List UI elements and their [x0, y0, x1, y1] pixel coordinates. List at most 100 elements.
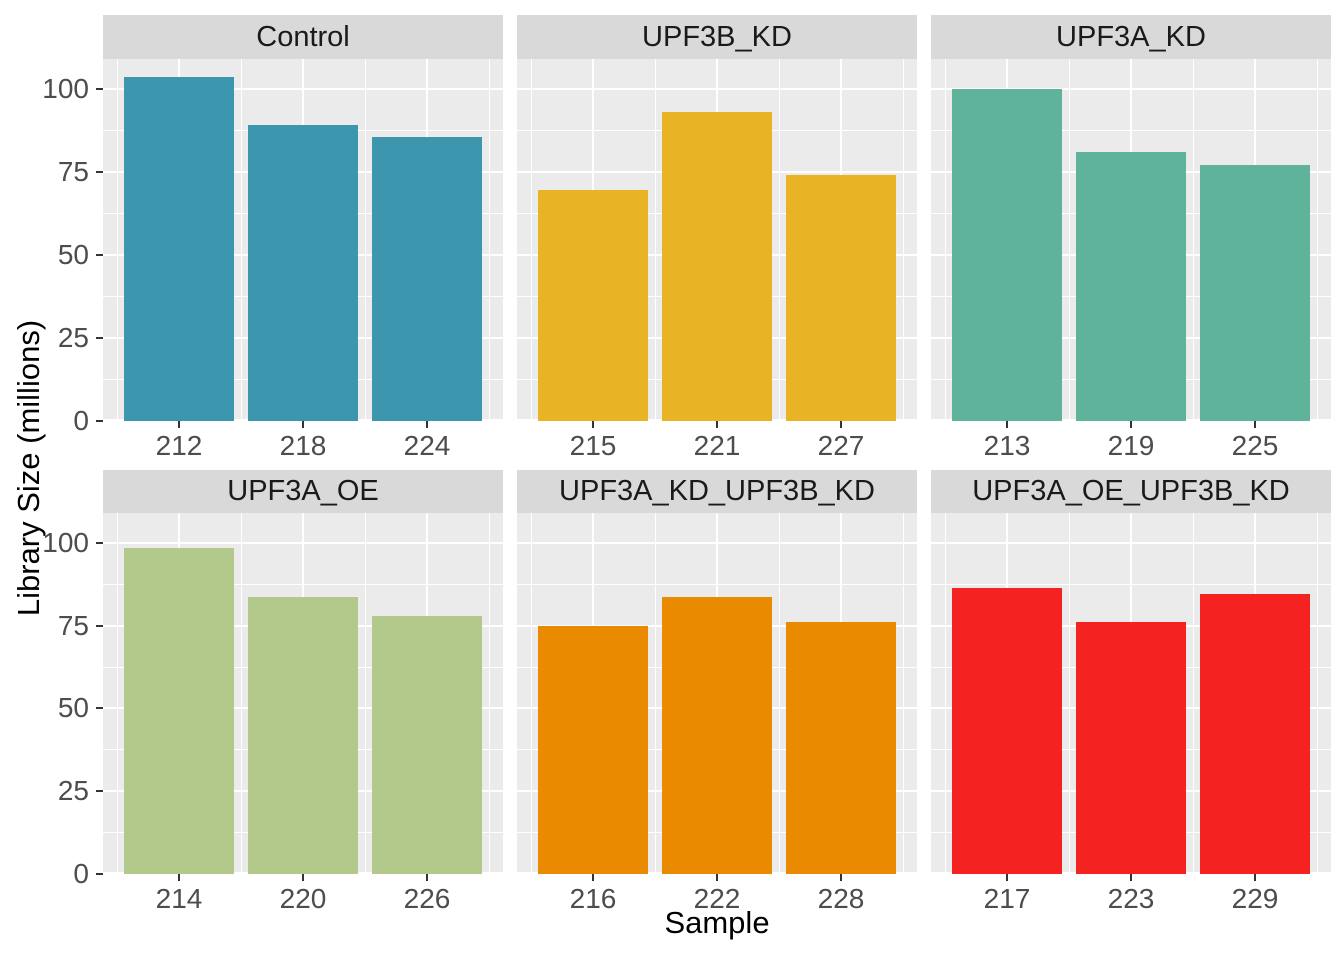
grid-minor-line-v [530, 513, 532, 874]
facet-strip-label: UPF3B_KD [642, 20, 792, 53]
x-axis-tick-label: 220 [279, 883, 327, 914]
facet-strip: Control [103, 15, 503, 59]
y-axis-tick [96, 253, 103, 256]
y-axis-tick-label: 25 [57, 775, 89, 807]
bar [372, 615, 482, 874]
facet-upf3b-kd: UPF3B_KD 215 221 227 [517, 15, 917, 463]
x-axis-tick [1130, 421, 1132, 428]
x-axis-tick [426, 874, 428, 881]
facet-panel [931, 513, 1331, 874]
facet-panel [103, 59, 503, 421]
grid-minor-line-v [1068, 59, 1070, 421]
grid-minor-line-v [654, 59, 656, 421]
bar [952, 88, 1062, 421]
grid-minor-line-v [944, 513, 946, 874]
facet-x-axis: 216 222 228 [517, 874, 917, 916]
grid-minor-line-v [488, 513, 490, 874]
y-axis-tick [96, 624, 103, 627]
facet-strip-label: UPF3A_OE_UPF3B_KD [972, 475, 1290, 507]
x-axis-tick [592, 874, 594, 881]
y-axis-tick-label: 75 [57, 609, 89, 641]
y-axis-tick-label: 100 [42, 72, 89, 104]
facet-panel [931, 59, 1331, 421]
bar [248, 597, 358, 874]
bar [1200, 594, 1310, 874]
y-axis-row1: 0 25 50 75 100 [0, 59, 103, 436]
y-axis-tick [96, 707, 103, 710]
facet-strip-label: UPF3A_OE [227, 475, 379, 507]
x-axis-tick [1254, 874, 1256, 881]
grid-minor-line-v [1192, 513, 1194, 874]
y-axis-tick-label: 50 [57, 238, 89, 270]
bar [1200, 165, 1310, 421]
x-axis-tick-label: 219 [1107, 430, 1155, 461]
bar [124, 77, 234, 421]
x-axis-tick [302, 421, 304, 428]
x-axis-tick-label: 212 [155, 430, 203, 461]
bar [662, 112, 772, 421]
grid-minor-line-v [1316, 59, 1318, 421]
facet-strip: UPF3A_OE [103, 470, 503, 513]
facet-strip-label: Control [256, 20, 350, 53]
bar [786, 175, 896, 421]
facet-strip: UPF3A_OE_UPF3B_KD [931, 470, 1331, 513]
y-axis-tick [96, 87, 103, 90]
grid-minor-line-v [364, 513, 366, 874]
x-axis-tick [1006, 421, 1008, 428]
x-axis-tick [1006, 874, 1008, 881]
facet-x-axis: 215 221 227 [517, 421, 917, 463]
x-axis-tick [1130, 874, 1132, 881]
x-axis-tick [840, 421, 842, 428]
facet-panel [517, 59, 917, 421]
facet-upf3a-kd-upf3b-kd: UPF3A_KD_UPF3B_KD 216 222 228 [517, 470, 917, 916]
x-axis-tick-label: 225 [1231, 430, 1279, 461]
facet-x-axis: 214 220 226 [103, 874, 503, 916]
grid-minor-line-v [902, 513, 904, 874]
facet-upf3a-oe: UPF3A_OE 214 220 226 [103, 470, 503, 916]
facet-x-axis: 217 223 229 [931, 874, 1331, 916]
x-axis-tick [840, 874, 842, 881]
y-axis-tick [96, 541, 103, 544]
facet-upf3a-kd: UPF3A_KD 213 219 225 [931, 15, 1331, 463]
facet-x-axis: 212 218 224 [103, 421, 503, 463]
bar [1076, 622, 1186, 874]
facet-strip: UPF3B_KD [517, 15, 917, 59]
x-axis-tick-label: 224 [403, 430, 451, 461]
bar [952, 587, 1062, 874]
x-axis-tick-label: 213 [983, 430, 1031, 461]
facet-upf3a-oe-upf3b-kd: UPF3A_OE_UPF3B_KD 217 223 229 [931, 470, 1331, 916]
grid-minor-line-v [116, 59, 118, 421]
x-axis-tick-label: 222 [693, 883, 741, 914]
bar [124, 547, 234, 874]
y-axis-row2: 0 25 50 75 100 [0, 513, 103, 889]
y-axis-tick [96, 873, 103, 875]
grid-minor-line-v [116, 513, 118, 874]
y-axis-tick [96, 170, 103, 173]
x-axis-tick-label: 221 [693, 430, 741, 461]
x-axis-tick-label: 216 [569, 883, 617, 914]
x-axis-tick-label: 223 [1107, 883, 1155, 914]
facet-strip-label: UPF3A_KD [1056, 20, 1206, 53]
y-axis-tick-label: 25 [57, 321, 89, 353]
x-axis-tick-label: 214 [155, 883, 203, 914]
x-axis-tick-label: 227 [817, 430, 865, 461]
y-axis-tick-label: 75 [57, 155, 89, 187]
y-axis-tick [96, 790, 103, 793]
bar [1076, 152, 1186, 421]
grid-minor-line-v [778, 59, 780, 421]
y-axis-tick-label: 0 [73, 858, 89, 889]
grid-minor-line-v [530, 59, 532, 421]
grid-minor-line-v [240, 59, 242, 421]
x-axis-tick [302, 874, 304, 881]
facet-x-axis: 213 219 225 [931, 421, 1331, 463]
facet-panel [517, 513, 917, 874]
grid-minor-line-v [488, 59, 490, 421]
grid-minor-line-v [1192, 59, 1194, 421]
x-axis-tick [426, 421, 428, 428]
grid-minor-line-v [364, 59, 366, 421]
grid-minor-line-v [778, 513, 780, 874]
facet-strip-label: UPF3A_KD_UPF3B_KD [559, 475, 875, 507]
grid-minor-line-v [902, 59, 904, 421]
facet-control: Control 212 218 224 [103, 15, 503, 463]
x-axis-tick [1254, 421, 1256, 428]
